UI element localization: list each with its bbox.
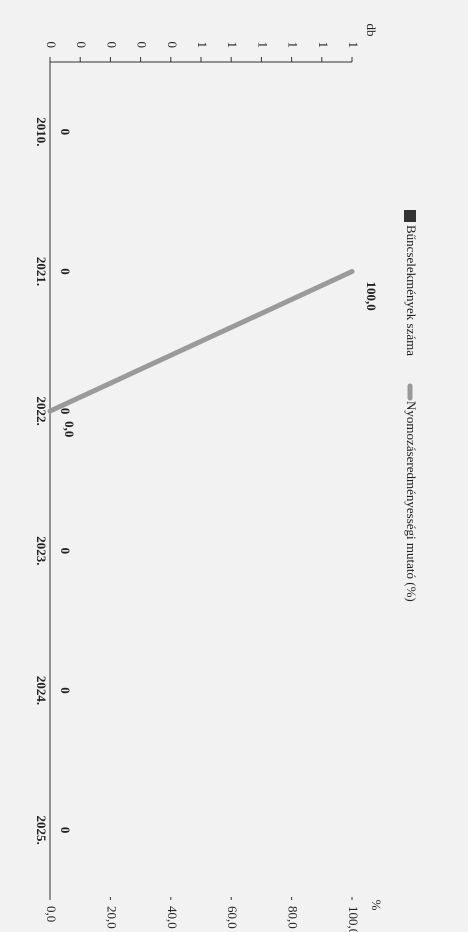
- legend-label: Nyomozáseredményességi mutató (%): [404, 401, 419, 602]
- x-tick-label: 2025.: [34, 816, 49, 845]
- y2-axis-title: %: [369, 900, 384, 911]
- legend-swatch: [404, 210, 416, 222]
- y-tick-label: 0: [74, 42, 89, 49]
- bar-value-label: 0: [58, 129, 73, 136]
- y-tick-label: 0: [44, 42, 59, 49]
- y2-tick-label: 100,0: [346, 906, 361, 932]
- y-tick-label: 0: [104, 42, 119, 49]
- x-tick-label: 2024.: [34, 676, 49, 705]
- legend-label: Bűncselekmények száma: [404, 225, 419, 356]
- x-tick-label: 2022.: [34, 397, 49, 426]
- y-tick-label: 1: [255, 42, 270, 49]
- y2-tick-label: 20,0: [104, 906, 119, 929]
- y-tick-label: 0: [165, 42, 180, 49]
- y2-tick-label: 80,0: [286, 906, 301, 929]
- y2-tick-label: 0,0: [44, 906, 59, 922]
- y-tick-label: 0: [135, 42, 150, 49]
- y2-tick-label: 60,0: [225, 906, 240, 929]
- bar-value-label: 0: [58, 548, 73, 555]
- y-tick-label: 1: [346, 42, 361, 49]
- y-tick-label: 1: [225, 42, 240, 49]
- y-tick-label: 1: [195, 42, 210, 49]
- bar-value-label: 0: [58, 687, 73, 694]
- line-value-label: 0,0: [62, 421, 77, 437]
- y-tick-label: 1: [286, 42, 301, 49]
- bar-value-label: 0: [58, 268, 73, 275]
- rotated-chart: db% 0 0 0 0 0 1 1 1 1 1 1 0,0 20,0 40,0 60,0 80,0 100,0 20…: [34, 24, 419, 932]
- x-tick-label: 2021.: [34, 257, 49, 286]
- x-tick-label: 2010.: [34, 117, 49, 146]
- x-tick-label: 2023.: [34, 536, 49, 565]
- line-value-label: 100,0: [364, 282, 379, 311]
- bar-value-label: 0: [58, 408, 73, 415]
- y-tick-label: 1: [316, 42, 331, 49]
- y2-tick-label: 40,0: [165, 906, 180, 929]
- y-axis-title: db: [364, 24, 379, 37]
- line: [47, 269, 355, 414]
- bar-value-label: 0: [58, 827, 73, 834]
